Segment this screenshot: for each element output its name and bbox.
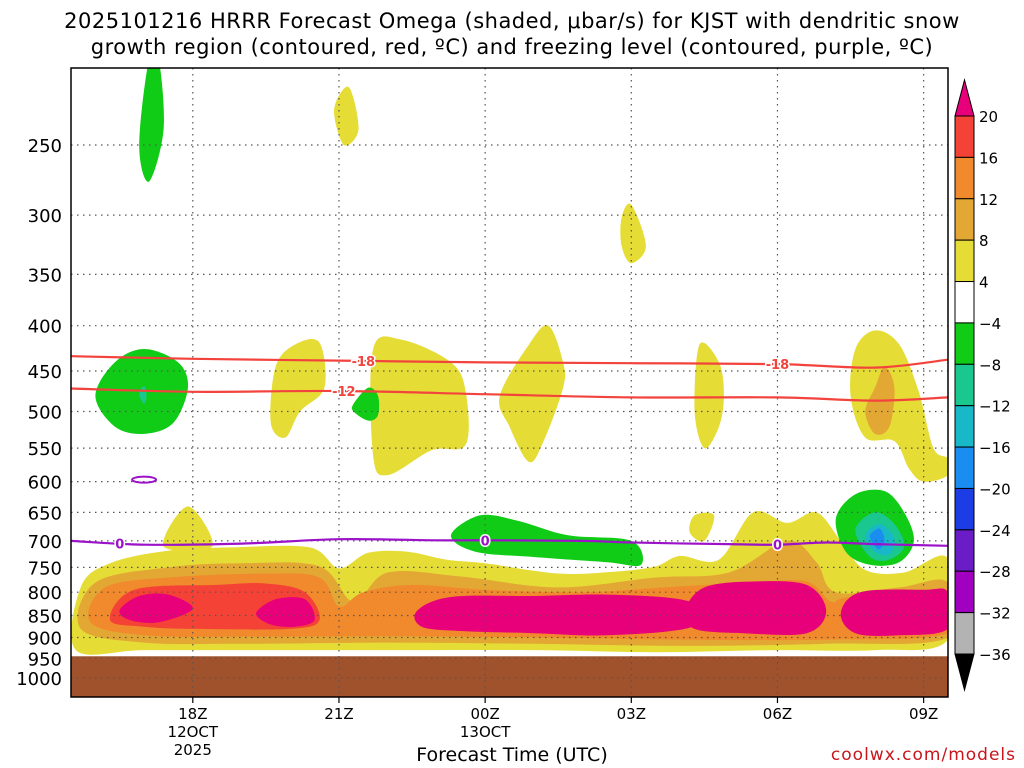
x-tick-label-21z: 21Z (324, 705, 353, 723)
colorbar-swatch (954, 446, 975, 489)
omega-region-19 (840, 588, 948, 636)
colorbar-swatch (954, 612, 975, 655)
colorbar-label: −24 (979, 522, 1011, 540)
contour-label-dgz-minus-18: -18 (766, 358, 790, 373)
contour-label-freezing-level: 0 (481, 534, 490, 549)
y-tick-label-750: 750 (28, 558, 62, 579)
contour-freezing-level (71, 538, 948, 547)
colorbar-swatch (954, 405, 975, 448)
omega-region-18 (684, 581, 827, 636)
credit-text: coolwx.com/models (830, 745, 1016, 765)
colorbar-label: −20 (979, 480, 1011, 498)
colorbar-label: 4 (979, 274, 989, 292)
chart-title-line-1: 2025101216 HRRR Forecast Omega (shaded, … (64, 9, 960, 33)
x-tick-label-2025: 2025 (174, 741, 212, 759)
omega-region-2 (163, 506, 213, 552)
omega-region-9 (620, 203, 646, 264)
y-tick-label-350: 350 (28, 265, 62, 286)
colorbar-label: −12 (979, 398, 1011, 416)
y-tick-label-900: 900 (28, 628, 62, 649)
y-tick-label-500: 500 (28, 403, 62, 424)
colorbar-swatch (954, 281, 975, 324)
colorbar-label: 20 (979, 108, 998, 126)
omega-region-21 (351, 387, 380, 421)
omega-region-6 (694, 342, 724, 449)
colorbar-label: 16 (979, 149, 998, 167)
contour-dgz-minus-18 (71, 355, 948, 369)
colorbar-label: −28 (979, 563, 1011, 581)
x-tick-label-13oct: 13OCT (460, 723, 511, 741)
y-tick-label-550: 550 (28, 439, 62, 460)
omega-region-5 (499, 325, 566, 463)
colorbar-swatch (954, 529, 975, 572)
colorbar-label: −36 (979, 646, 1011, 664)
x-tick-label-06z: 06Z (763, 705, 792, 723)
y-tick-label-650: 650 (28, 503, 62, 524)
omega-region-3 (270, 338, 326, 438)
colorbar-label: 12 (979, 191, 998, 209)
omega-region-17 (414, 594, 710, 636)
colorbar-swatch (954, 239, 975, 283)
y-tick-label-450: 450 (28, 362, 62, 383)
freezing-level-small-ellipse (131, 475, 158, 484)
contour-label-dgz-minus-12: -12 (332, 385, 356, 400)
contour-label-dgz-minus-18: -18 (352, 355, 376, 370)
colorbar-label: 8 (979, 232, 989, 250)
colorbar-label: −16 (979, 439, 1011, 457)
colorbar-swatch (954, 487, 975, 531)
colorbar-swatch (954, 156, 975, 200)
omega-region-16 (256, 597, 315, 627)
y-tick-label-400: 400 (28, 317, 62, 338)
y-tick-label-950: 950 (28, 649, 62, 670)
colorbar-swatch (954, 322, 975, 365)
colorbar-swatch (954, 570, 975, 614)
colorbar-label: −8 (979, 356, 1001, 374)
colorbar-top-triangle (954, 78, 975, 117)
x-tick-label-00z: 00Z (470, 705, 499, 723)
chart-title-line-2: growth region (contoured, red, ºC) and f… (90, 35, 934, 59)
omega-region-23 (139, 68, 164, 182)
y-tick-label-600: 600 (28, 473, 62, 494)
plot-frame (70, 67, 949, 698)
x-axis-title: Forecast Time (UTC) (416, 744, 608, 766)
x-tick-label-12oct: 12OCT (168, 723, 219, 741)
omega-region-10 (689, 512, 715, 542)
contour-dgz-minus-12 (71, 387, 948, 402)
below-ground-shading (71, 656, 948, 697)
colorbar-label: −32 (979, 605, 1011, 623)
colorbar-swatch (954, 363, 975, 407)
x-tick-label-18z: 18Z (178, 705, 207, 723)
contour-label-freezing-level: 0 (773, 539, 782, 554)
y-tick-label-300: 300 (28, 206, 62, 227)
y-tick-label-850: 850 (28, 607, 62, 628)
colorbar-label: −4 (979, 315, 1001, 333)
colorbar-bottom-triangle (954, 653, 975, 692)
colorbar-swatch (954, 198, 975, 241)
y-tick-label-250: 250 (28, 136, 62, 157)
colorbar-swatch (954, 115, 975, 158)
x-tick-label-03z: 03Z (617, 705, 646, 723)
chart-title: 2025101216 HRRR Forecast Omega (shaded, … (0, 8, 1024, 60)
contour-label-freezing-level: 0 (115, 537, 124, 552)
x-tick-label-09z: 09Z (909, 705, 938, 723)
y-tick-label-700: 700 (28, 532, 62, 553)
y-tick-label-1000: 1000 (16, 669, 62, 690)
omega-region-8 (334, 86, 359, 146)
y-tick-label-800: 800 (28, 583, 62, 604)
